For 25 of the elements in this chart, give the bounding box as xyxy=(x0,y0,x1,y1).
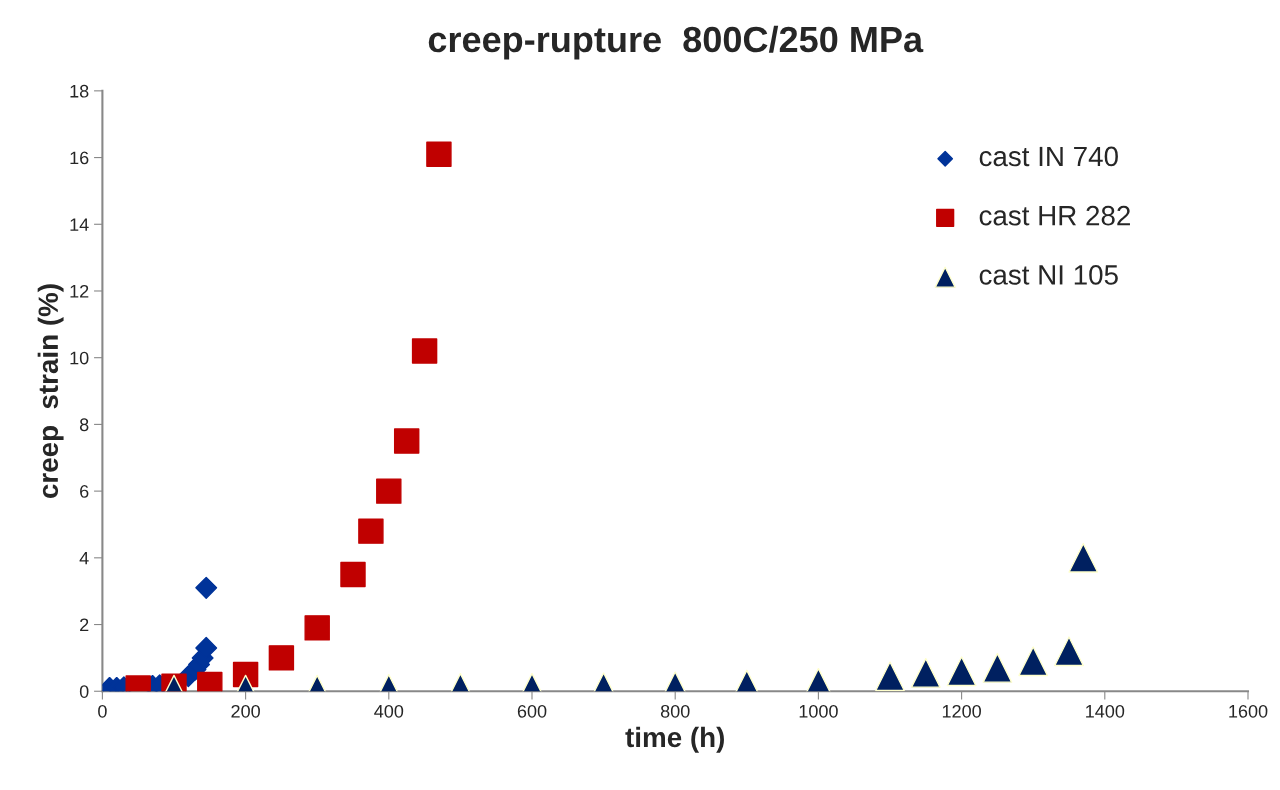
y-tick-label: 14 xyxy=(70,218,89,231)
y-tick-label: 4 xyxy=(79,551,89,565)
y-tick-label: 18 xyxy=(70,84,89,98)
x-tick-label: 0 xyxy=(98,704,107,718)
x-tick-label: 1400 xyxy=(1086,704,1125,718)
legend-label: cast HR 282 xyxy=(979,205,1130,226)
legend-label: cast IN 740 xyxy=(979,146,1118,167)
y-tick-label: 8 xyxy=(79,418,89,432)
x-tick-label: 1600 xyxy=(1229,704,1268,718)
x-tick-label: 1000 xyxy=(799,704,838,718)
y-tick-label: 0 xyxy=(79,685,89,698)
x-tick-label: 800 xyxy=(660,704,690,718)
x-tick-label: 400 xyxy=(374,704,404,718)
y-tick-label: 10 xyxy=(70,351,89,365)
y-tick-label: 6 xyxy=(80,485,89,498)
x-tick-label: 200 xyxy=(231,704,260,718)
chart-title: creep-rupture 800C/250 MPa xyxy=(428,25,924,60)
y-tick-label: 2 xyxy=(80,618,89,632)
y-tick-label: 12 xyxy=(70,284,89,298)
legend-label: cast NI 105 xyxy=(979,265,1118,285)
x-tick-label: 1200 xyxy=(942,704,981,718)
y-axis-title: creep strain (%) xyxy=(37,284,64,499)
y-tick-label: 16 xyxy=(70,151,89,165)
x-axis-title: time (h) xyxy=(625,726,724,753)
x-tick-label: 600 xyxy=(517,704,547,718)
